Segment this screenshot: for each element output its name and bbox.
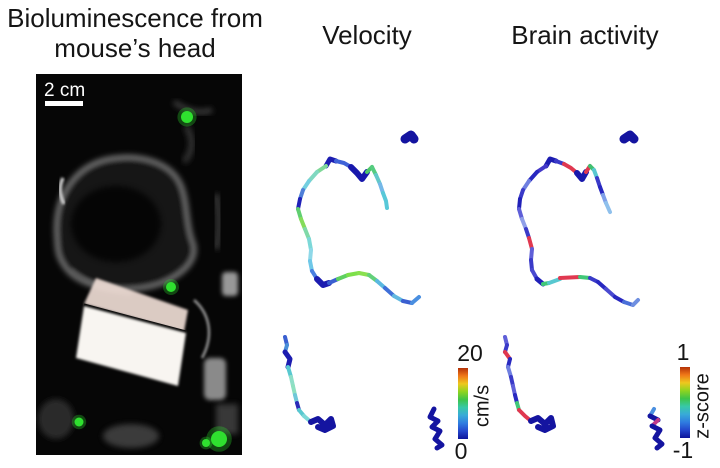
- trajectory-segment: [307, 170, 319, 183]
- bioluminescence-marker: [74, 417, 84, 427]
- side-object: [222, 272, 238, 296]
- trajectory-segment: [619, 130, 639, 144]
- velocity-trajectory-plot: [282, 130, 445, 451]
- side-object: [38, 399, 74, 439]
- bioluminescence-marker: [181, 111, 193, 123]
- photo-wisp: [172, 99, 213, 115]
- photo-panel-title: Bioluminescence from mouse’s head: [0, 3, 270, 64]
- scale-bar: [45, 101, 83, 106]
- bioluminescence-marker: [166, 282, 176, 292]
- zscore-colorbar-min-label: -1: [672, 437, 694, 463]
- photo-wisp: [181, 124, 195, 164]
- trajectory-segment: [410, 295, 421, 305]
- bright-band: [84, 278, 188, 332]
- velocity-colorbar: [458, 368, 468, 439]
- zscore-colorbar-unit-label: z-score: [691, 373, 714, 439]
- zscore-colorbar: [680, 367, 690, 438]
- velocity-title: Velocity: [322, 20, 412, 50]
- arena-shadow: [71, 186, 161, 262]
- bioluminescence-marker: [202, 439, 210, 447]
- velocity-colorbar-min-label: 0: [454, 438, 468, 464]
- trajectory-segment: [649, 423, 665, 451]
- trajectory-segment: [400, 130, 419, 144]
- velocity-colorbar-max-label: 20: [457, 340, 483, 366]
- trajectory-segment: [574, 169, 589, 182]
- bright-arc: [58, 177, 66, 205]
- brain-activity-trajectory-plot: [503, 130, 665, 451]
- scale-bar-label: 2 cm: [44, 80, 85, 101]
- bioluminescence-photo: 2 cm: [36, 74, 242, 455]
- trajectory-segment: [604, 201, 612, 214]
- trajectory-segment: [631, 298, 640, 307]
- cable-curve: [193, 299, 211, 359]
- photo-wisp: [212, 193, 223, 250]
- velocity-colorbar-unit-label: cm/s: [471, 384, 494, 428]
- trajectory-segment: [308, 416, 336, 433]
- trajectory-segment: [427, 406, 445, 451]
- trajectory-segment: [348, 164, 370, 182]
- photo-panel-title-line1: Bioluminescence from: [7, 3, 263, 33]
- bioluminescence-marker: [211, 431, 227, 447]
- trajectory-segment: [282, 349, 293, 370]
- trajectory-segment: [547, 277, 562, 285]
- trajectory-segment: [558, 275, 582, 280]
- trajectory-segment: [528, 415, 556, 433]
- side-object: [103, 424, 159, 448]
- trajectory-segment: [527, 170, 539, 183]
- photo-panel-title-line2: mouse’s head: [54, 33, 216, 64]
- trajectory-segment: [323, 156, 339, 169]
- side-object: [216, 404, 238, 434]
- card-seam: [83, 303, 187, 334]
- trajectory-segment: [604, 287, 617, 299]
- brain-activity-title: Brain activity: [511, 20, 659, 50]
- trajectory-segment: [381, 191, 389, 210]
- zscore-colorbar-max-label: 1: [676, 339, 690, 365]
- photo-marker-group: [71, 107, 232, 452]
- trajectory-segment: [314, 276, 332, 288]
- trajectory-segment: [543, 156, 559, 169]
- enclosure-card: [76, 306, 186, 386]
- side-object: [204, 358, 226, 400]
- trajectory-segment: [383, 286, 396, 298]
